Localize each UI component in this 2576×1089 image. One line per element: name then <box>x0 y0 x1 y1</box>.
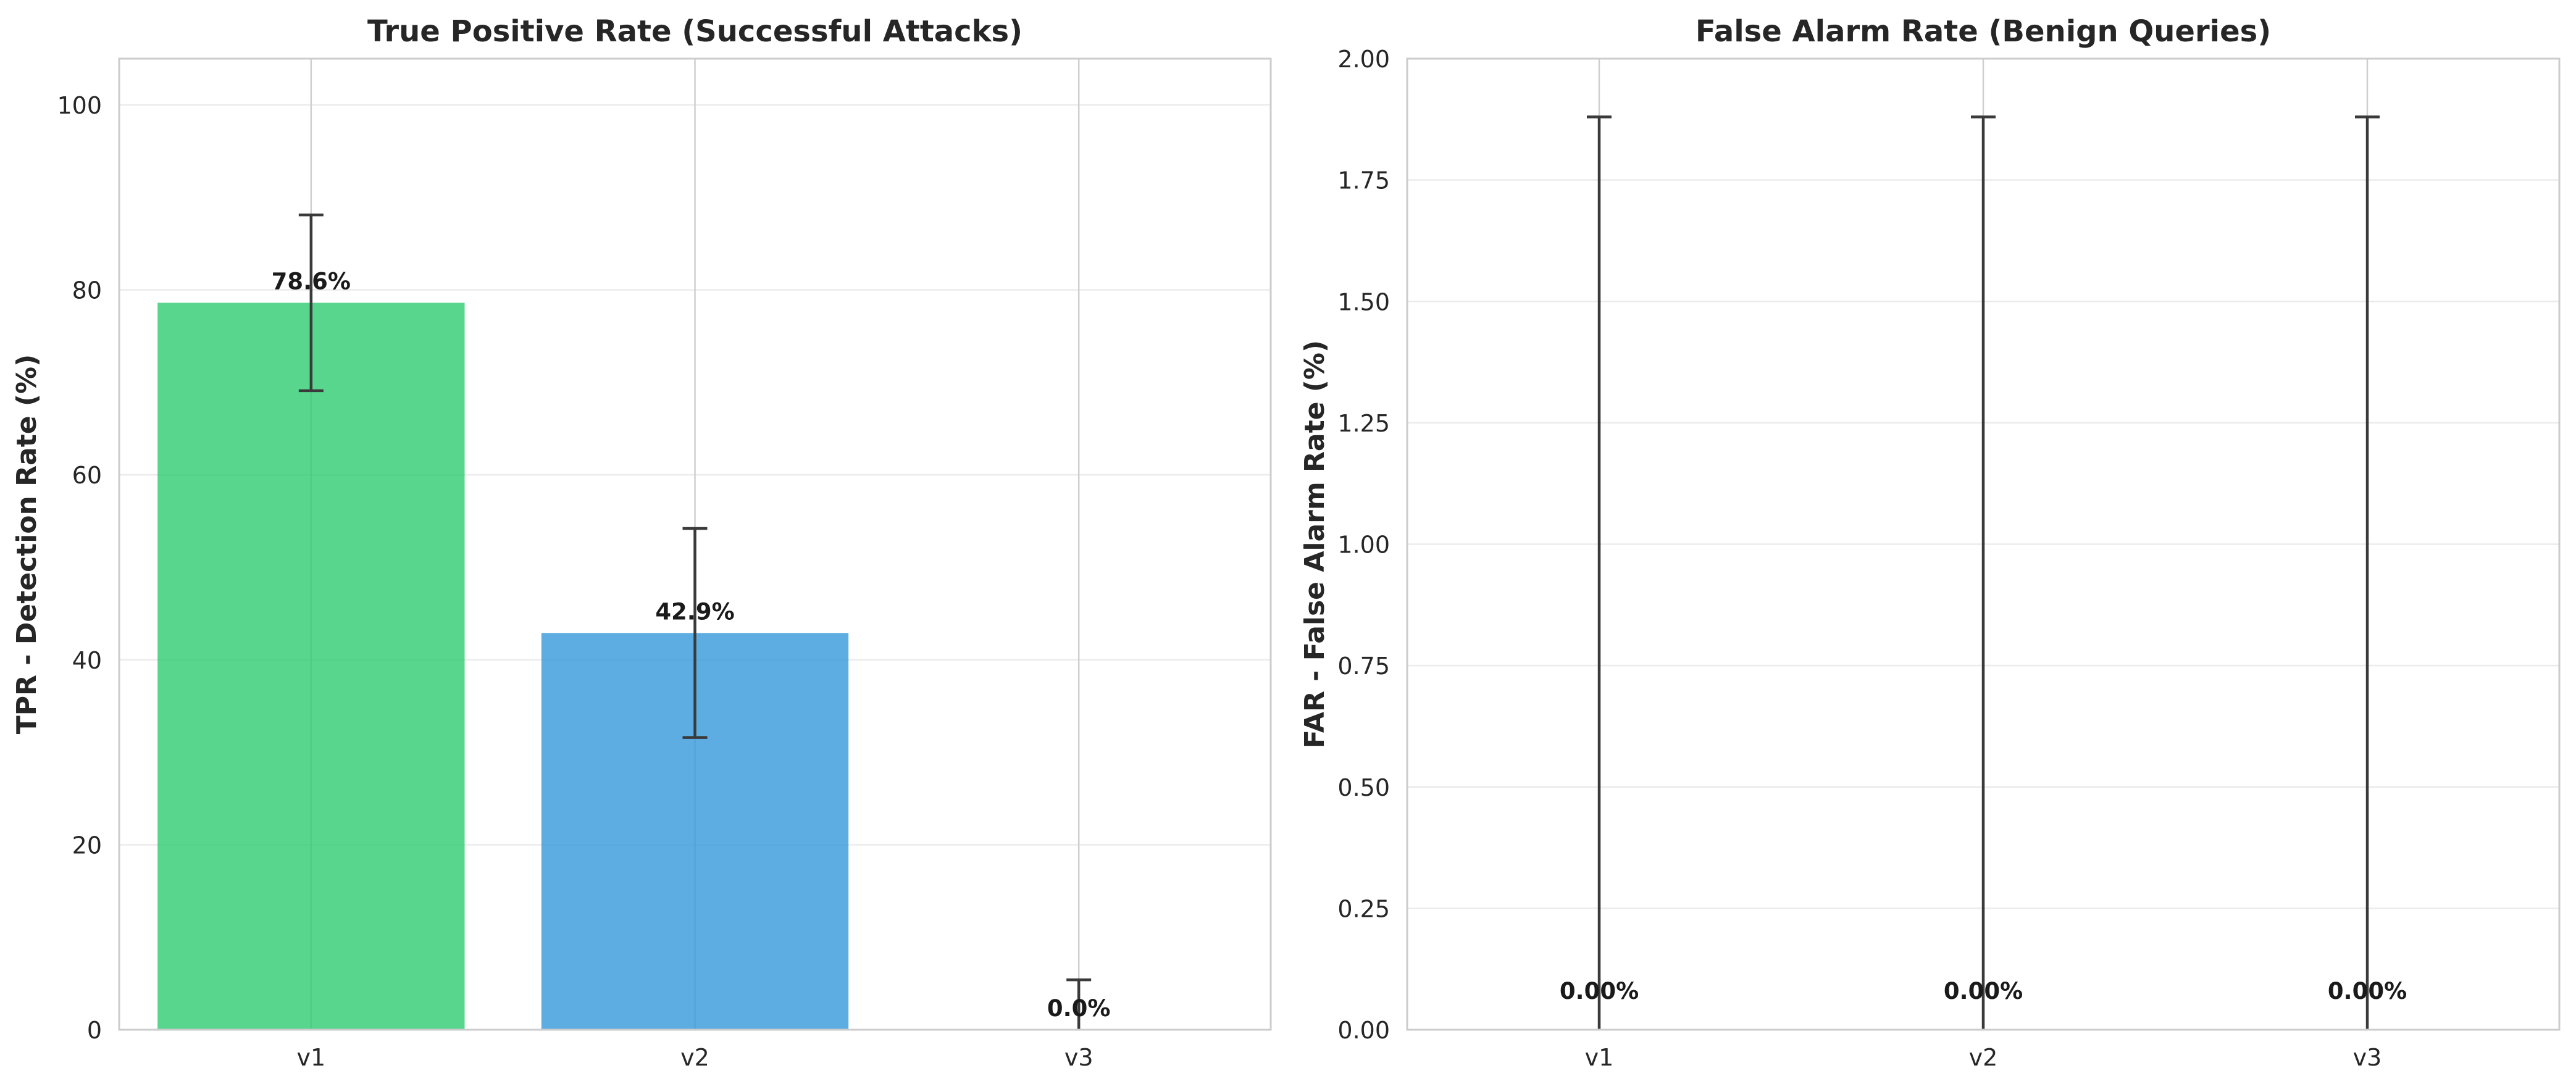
y-tick-label: 80 <box>72 277 102 304</box>
y-tick-label: 20 <box>72 832 102 859</box>
y-tick-label: 0.25 <box>1337 895 1390 922</box>
y-tick-label: 2.00 <box>1337 46 1390 73</box>
y-tick-label: 40 <box>72 647 102 674</box>
value-label: 42.9% <box>655 598 734 625</box>
y-axis-label: TPR - Detection Rate (%) <box>11 354 43 734</box>
y-tick-label: 0 <box>87 1017 102 1044</box>
x-tick-label: v2 <box>1969 1044 1998 1071</box>
chart-title: True Positive Rate (Successful Attacks) <box>367 14 1022 49</box>
axes-frame <box>1406 57 2561 1031</box>
x-tick-label: v1 <box>1585 1044 1614 1071</box>
y-tick-label: 1.25 <box>1337 410 1390 437</box>
value-label: 0.00% <box>1944 978 2023 1004</box>
y-tick-label: 0.50 <box>1337 774 1390 801</box>
tpr-panel: 0 20 40 60 80 100 78.6% 42.9% 0.0% v1 v2 v3 True Pos… <box>11 14 1272 1071</box>
x-tick-label: v2 <box>680 1044 709 1071</box>
value-label: 0.0% <box>1047 995 1111 1022</box>
y-tick-label: 0.75 <box>1337 653 1390 680</box>
axes-frame <box>118 57 1272 1031</box>
y-axis-label: FAR - False Alarm Rate (%) <box>1299 340 1331 748</box>
x-tick-label: v3 <box>2353 1044 2382 1071</box>
value-label: 0.00% <box>2328 978 2407 1004</box>
value-label: 0.00% <box>1560 978 1639 1004</box>
y-tick-label: 1.50 <box>1337 288 1390 315</box>
y-tick-label: 60 <box>72 462 102 489</box>
x-tick-label: v3 <box>1064 1044 1094 1071</box>
far-panel: 0.00 0.25 0.50 0.75 1.00 1.25 1.50 1.75 2.00 0.00… <box>1299 14 2561 1071</box>
y-tick-label: 0.00 <box>1337 1017 1390 1044</box>
y-tick-label: 100 <box>57 92 102 119</box>
y-tick-label: 1.75 <box>1337 167 1390 194</box>
value-label: 78.6% <box>272 268 351 294</box>
bar-v1 <box>157 302 465 1030</box>
chart-title: False Alarm Rate (Benign Queries) <box>1696 14 2271 49</box>
x-tick-label: v1 <box>296 1044 325 1071</box>
y-tick-label: 1.00 <box>1337 532 1390 559</box>
